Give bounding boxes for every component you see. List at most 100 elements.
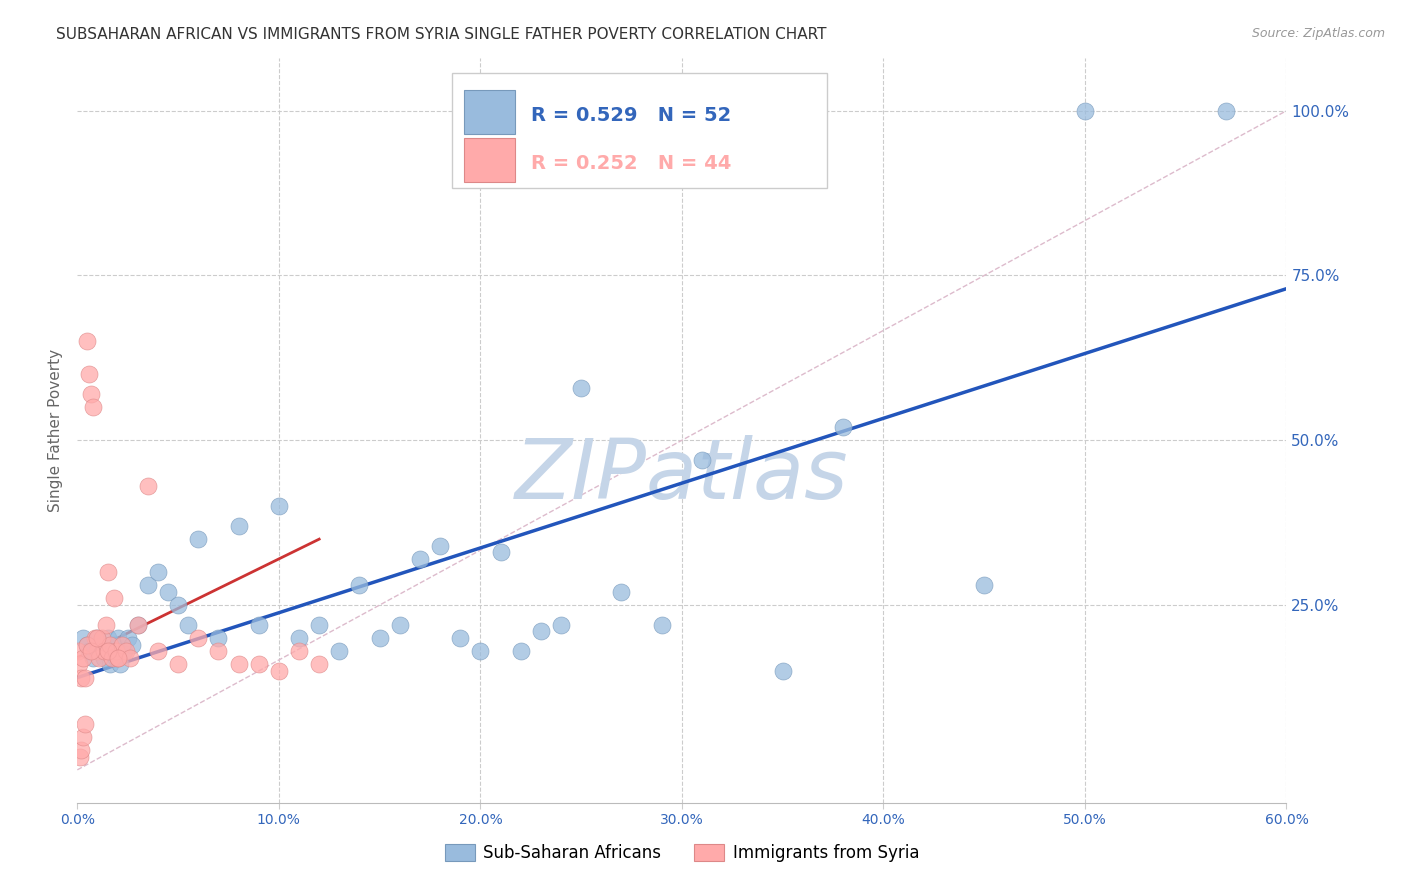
Text: SUBSAHARAN AFRICAN VS IMMIGRANTS FROM SYRIA SINGLE FATHER POVERTY CORRELATION CH: SUBSAHARAN AFRICAN VS IMMIGRANTS FROM SY… [56,27,827,42]
Point [832,420,855,434]
Point [288,631,311,645]
Point [96,565,118,579]
Point [117,631,139,645]
Point [146,565,169,579]
Point [82,650,104,665]
Point [308,617,330,632]
Point [569,380,592,394]
Point [167,657,190,672]
Point [1074,103,1097,118]
Point [136,479,159,493]
Point [100,644,122,658]
Point [76,638,98,652]
Point [368,631,391,645]
Point [228,519,250,533]
Point [96,644,118,658]
Point [509,644,531,658]
Point [84,631,107,645]
Point [107,631,129,645]
Point [76,638,98,652]
Point [104,644,127,658]
Point [111,638,134,652]
Point [107,650,129,665]
Point [349,578,371,592]
Point [67,657,90,672]
Point [98,657,121,672]
Point [96,631,118,645]
Point [90,631,112,645]
Point [72,730,94,744]
Point [69,749,91,764]
Point [651,617,673,632]
Point [157,585,180,599]
Point [79,368,101,382]
Point [328,644,350,658]
Point [177,617,200,632]
Point [388,617,411,632]
Point [308,657,330,672]
Point [90,638,112,652]
Point [973,578,995,592]
FancyBboxPatch shape [464,90,515,134]
Point [187,631,209,645]
Point [247,617,270,632]
Point [610,585,633,599]
Point [127,617,149,632]
Point [530,624,553,639]
Y-axis label: Single Father Poverty: Single Father Poverty [48,349,63,512]
Point [267,664,290,678]
Point [86,631,108,645]
Point [79,644,101,658]
Point [409,552,432,566]
Point [247,657,270,672]
Point [104,650,127,665]
Point [67,644,90,658]
Point [94,617,117,632]
Point [121,638,143,652]
Point [288,644,311,658]
Point [72,650,94,665]
Point [136,578,159,592]
Text: R = 0.252   N = 44: R = 0.252 N = 44 [531,154,731,173]
Point [86,644,108,658]
Point [93,650,115,665]
Legend: Sub-Saharan Africans, Immigrants from Syria: Sub-Saharan Africans, Immigrants from Sy… [439,838,925,869]
Point [72,631,94,645]
Point [70,743,93,757]
Point [207,644,229,658]
Point [70,671,93,685]
Point [114,644,136,658]
Point [470,644,492,658]
Point [76,334,98,349]
Point [207,631,229,645]
Point [127,617,149,632]
FancyBboxPatch shape [464,138,515,182]
Point [1215,103,1237,118]
Point [80,644,103,658]
Point [146,644,169,658]
Point [89,650,111,665]
Point [690,453,713,467]
Text: ZIPatlas: ZIPatlas [515,434,849,516]
FancyBboxPatch shape [453,73,827,188]
Point [75,671,97,685]
Point [98,638,121,652]
Text: R = 0.529   N = 52: R = 0.529 N = 52 [531,106,731,125]
Point [118,650,141,665]
Point [429,539,451,553]
Point [772,664,794,678]
Point [86,631,108,645]
Point [108,657,131,672]
Point [100,650,122,665]
Point [550,617,572,632]
Point [228,657,250,672]
Point [489,545,512,559]
Point [187,532,209,546]
Point [94,644,117,658]
Point [112,644,135,658]
Point [82,401,104,415]
Point [103,638,125,652]
Point [449,631,471,645]
Point [80,387,103,401]
Text: Source: ZipAtlas.com: Source: ZipAtlas.com [1251,27,1385,40]
